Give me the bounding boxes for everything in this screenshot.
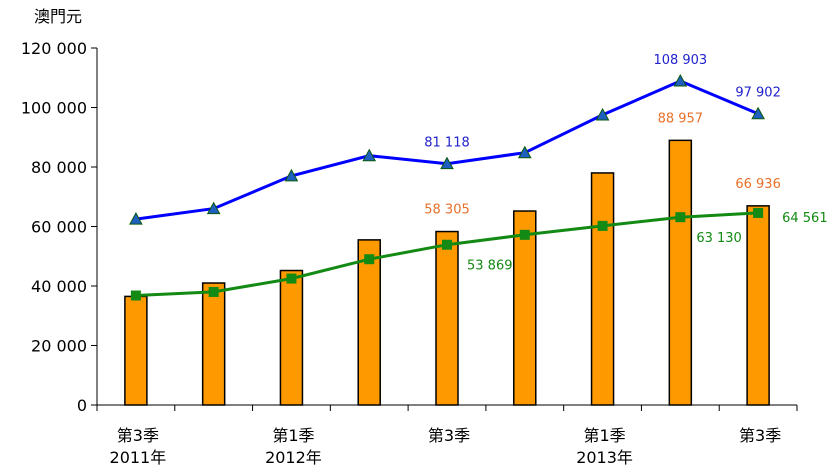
bar: [357, 239, 381, 406]
bar: [279, 269, 304, 406]
bar: [668, 139, 693, 406]
y-tick-label: 0: [77, 396, 87, 415]
data-label: 97 902: [735, 86, 781, 101]
triangle-marker: [362, 148, 377, 162]
y-axis: 0 20 000 40 000 60 000 80 000 100 000 120 000: [21, 39, 97, 415]
bar: [124, 295, 148, 406]
square-marker: [130, 290, 141, 301]
triangle-marker: [673, 73, 688, 87]
x-label-quarter: 第3季: [739, 426, 781, 445]
square-marker: [675, 212, 686, 223]
x-label-year: 2013年: [576, 448, 633, 467]
line-series: [129, 73, 765, 301]
bar: [435, 230, 459, 406]
triangle-marker: [129, 212, 143, 225]
y-tick-label: 60 000: [31, 218, 87, 237]
x-label-year: 2011年: [110, 448, 167, 467]
data-label: 88 957: [658, 111, 704, 126]
bar: [590, 172, 615, 406]
square-marker: [753, 207, 764, 218]
data-label: 64 561: [782, 211, 828, 226]
square-marker: [364, 254, 375, 265]
y-tick-label: 40 000: [31, 277, 87, 296]
triangle-marker: [595, 107, 610, 121]
data-labels: 58 305 88 957 66 936 81 118 108 903 97 902 53 …: [424, 53, 827, 274]
axes: [96, 48, 798, 411]
unit-label: 澳門元: [34, 7, 82, 26]
triangle-marker: [440, 156, 454, 170]
triangle-marker: [517, 145, 532, 159]
triangle-marker: [206, 201, 221, 215]
y-tick-label: 20 000: [31, 337, 87, 356]
bar: [746, 205, 770, 406]
y-tick-label: 80 000: [31, 158, 87, 177]
triangle-marker: [284, 168, 299, 182]
bar: [201, 282, 226, 406]
square-marker: [286, 273, 297, 284]
triangle-marker: [751, 106, 765, 120]
x-axis-labels: 第3季 2011年 第1季 2012年 第3季 第1季 2013年 第3季: [110, 426, 782, 467]
data-label: 66 936: [735, 177, 781, 192]
x-label-quarter: 第1季: [583, 426, 625, 445]
data-label: 63 130: [696, 231, 742, 246]
data-label: 108 903: [653, 53, 707, 68]
x-label-quarter: 第3季: [117, 426, 159, 445]
square-marker: [519, 229, 530, 240]
x-label-year: 2012年: [265, 448, 322, 467]
data-label: 81 118: [424, 136, 470, 151]
bar: [513, 210, 537, 406]
data-label: 58 305: [424, 203, 470, 218]
data-label: 53 869: [467, 259, 513, 274]
square-marker: [597, 220, 608, 231]
bar-series: [124, 139, 770, 406]
y-tick-label: 100 000: [21, 99, 87, 118]
x-label-quarter: 第3季: [428, 426, 470, 445]
y-tick-label: 120 000: [21, 39, 87, 58]
square-marker: [442, 239, 452, 250]
square-marker: [208, 286, 219, 297]
x-label-quarter: 第1季: [272, 426, 314, 445]
